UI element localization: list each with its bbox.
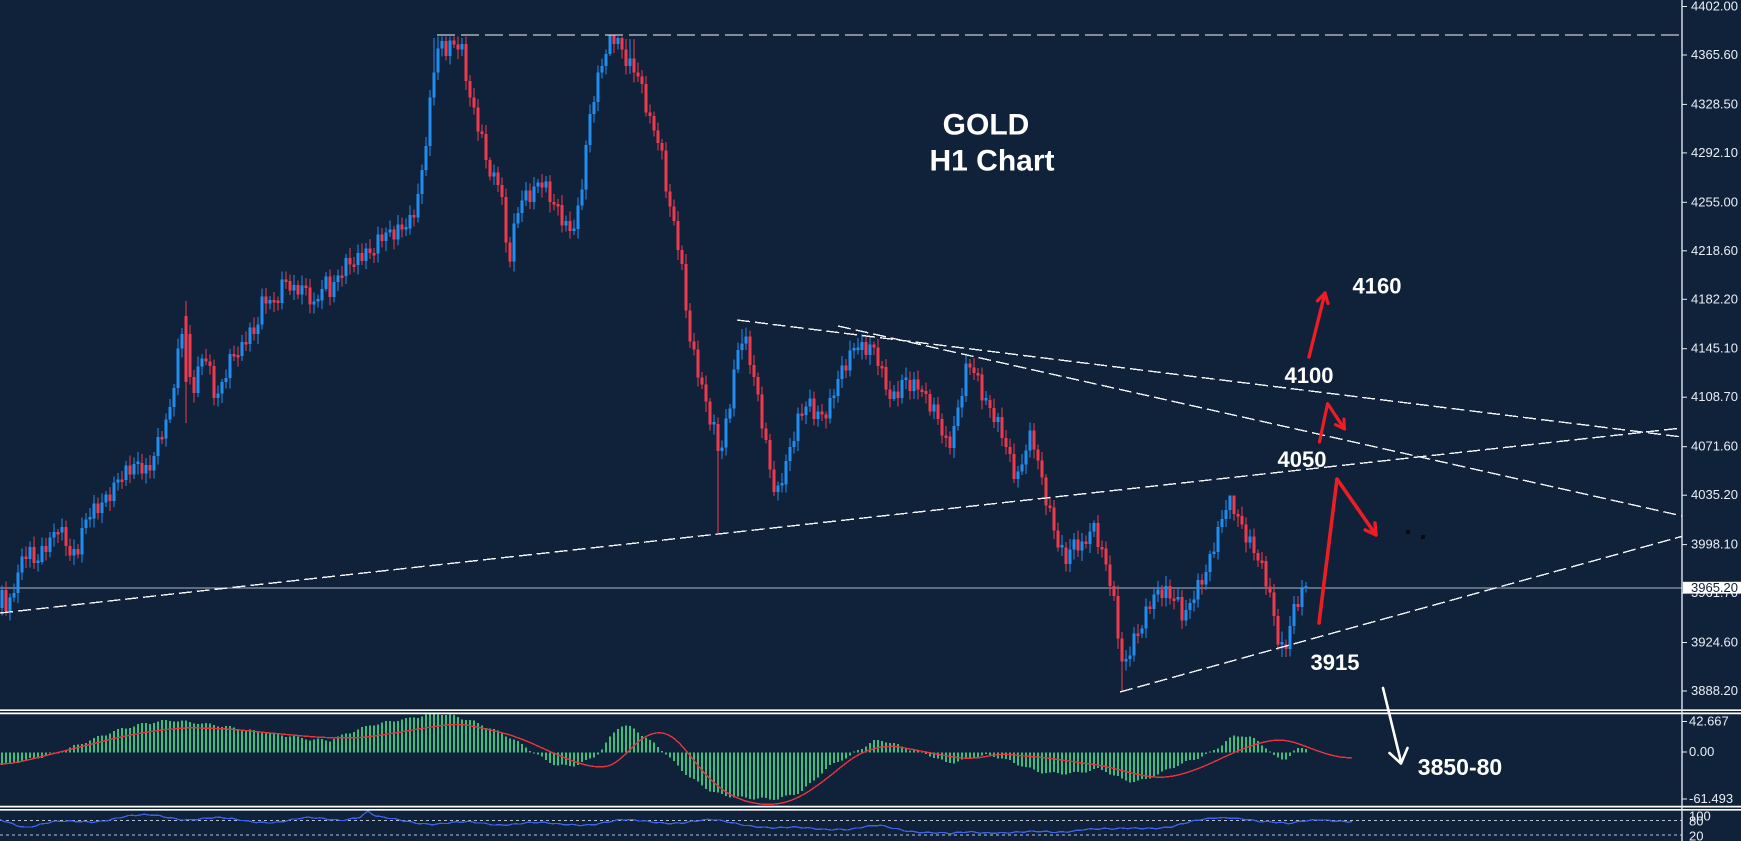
svg-text:4100: 4100 — [1285, 363, 1334, 388]
svg-text:4035.20: 4035.20 — [1691, 487, 1738, 502]
svg-text:4145.10: 4145.10 — [1691, 341, 1738, 356]
svg-text:GOLD: GOLD — [943, 109, 1030, 142]
svg-text:H1 Chart: H1 Chart — [929, 145, 1054, 178]
svg-text:4182.20: 4182.20 — [1691, 291, 1738, 306]
svg-text:4071.60: 4071.60 — [1691, 439, 1738, 454]
svg-text:3888.20: 3888.20 — [1691, 683, 1738, 698]
svg-text:-61.493: -61.493 — [1689, 791, 1733, 806]
svg-text:3915: 3915 — [1311, 650, 1360, 675]
svg-text:4050: 4050 — [1278, 447, 1327, 472]
svg-text:42.667: 42.667 — [1689, 714, 1729, 729]
svg-text:0.00: 0.00 — [1689, 744, 1714, 759]
svg-text:4365.60: 4365.60 — [1691, 47, 1738, 62]
svg-text:4402.00: 4402.00 — [1691, 0, 1738, 14]
svg-text:4160: 4160 — [1353, 274, 1402, 299]
svg-text:3850-80: 3850-80 — [1418, 754, 1502, 780]
svg-text:3965.20: 3965.20 — [1691, 580, 1738, 595]
svg-text:20: 20 — [1689, 829, 1703, 841]
svg-text:3998.10: 3998.10 — [1691, 537, 1738, 552]
svg-text:4108.70: 4108.70 — [1691, 389, 1738, 404]
svg-text:4292.10: 4292.10 — [1691, 145, 1738, 160]
svg-text:80: 80 — [1689, 814, 1703, 829]
svg-text:4328.50: 4328.50 — [1691, 96, 1738, 111]
svg-text:3924.60: 3924.60 — [1691, 635, 1738, 650]
svg-text:100: 100 — [1689, 809, 1711, 824]
svg-text:4218.60: 4218.60 — [1691, 243, 1738, 258]
svg-text:4255.00: 4255.00 — [1691, 194, 1738, 209]
